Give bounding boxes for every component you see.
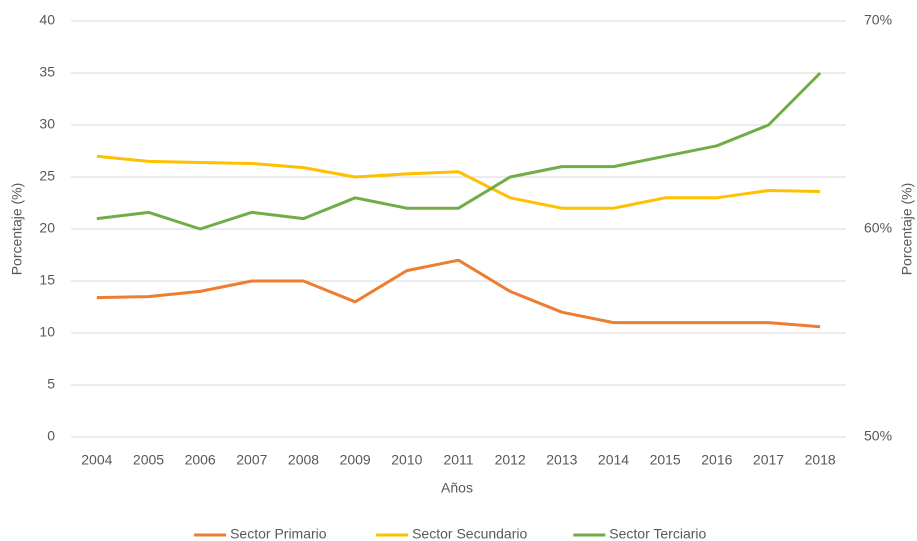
x-tick-label: 2011 xyxy=(443,452,473,468)
x-tick-label: 2018 xyxy=(805,452,836,468)
x-tick-label: 2014 xyxy=(598,452,629,468)
y-axis-label: Porcentaje (%) xyxy=(9,183,25,276)
y2-axis-label: Porcentaje (%) xyxy=(899,183,915,276)
x-tick-label: 2006 xyxy=(185,452,216,468)
y-tick-label: 0 xyxy=(47,428,55,444)
y-tick-label: 20 xyxy=(39,220,55,236)
x-tick-label: 2007 xyxy=(236,452,267,468)
x-tick-label: 2012 xyxy=(495,452,526,468)
x-axis-label: Años xyxy=(441,480,473,496)
x-tick-label: 2015 xyxy=(650,452,681,468)
x-tick-label: 2008 xyxy=(288,452,319,468)
y2-tick-label: 70% xyxy=(864,12,892,28)
y2-tick-label: 60% xyxy=(864,220,892,236)
y2-tick-label: 50% xyxy=(864,428,892,444)
series-line xyxy=(96,258,821,329)
y-tick-label: 15 xyxy=(39,272,55,288)
x-tick-label: 2017 xyxy=(753,452,784,468)
y-tick-label: 10 xyxy=(39,324,55,340)
series-line xyxy=(96,71,822,231)
legend-label: Sector Secundario xyxy=(412,526,527,541)
x-tick-label: 2013 xyxy=(546,452,577,468)
y-tick-label: 25 xyxy=(39,168,55,184)
y-tick-label: 35 xyxy=(39,64,55,80)
y-tick-label: 40 xyxy=(39,12,55,28)
y-tick-label: 5 xyxy=(47,376,55,392)
legend-label: Sector Terciario xyxy=(609,526,706,541)
x-tick-label: 2016 xyxy=(701,452,732,468)
x-tick-label: 2004 xyxy=(81,452,112,468)
y-tick-label: 30 xyxy=(39,116,55,132)
x-tick-label: 2005 xyxy=(133,452,164,468)
legend-label: Sector Primario xyxy=(230,526,327,541)
series-line xyxy=(96,154,821,210)
x-tick-label: 2009 xyxy=(340,452,371,468)
x-tick-label: 2010 xyxy=(391,452,422,468)
